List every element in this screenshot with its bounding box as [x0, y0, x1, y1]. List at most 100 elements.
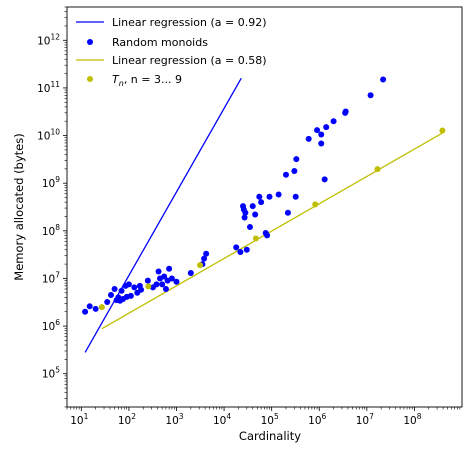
plot-area: [66, 6, 463, 408]
legend-marker-tn: [87, 76, 93, 82]
legend-label-regression-a092: Linear regression (a = 0.92): [112, 16, 267, 29]
x-tick-label: 108: [403, 412, 421, 427]
data-point-series-1: [323, 124, 330, 131]
y-tick-label-exp: 10: [50, 128, 60, 137]
x-tick-label: 104: [213, 412, 231, 427]
x-tick-label-exp: 2: [131, 412, 136, 421]
data-point-series-1: [243, 246, 250, 253]
y-tick-label-base: 10: [42, 178, 55, 190]
legend-label-tn-T: T: [112, 73, 120, 86]
y-tick-label-exp: 6: [55, 318, 60, 327]
y-tick-label-base: 10: [42, 226, 55, 238]
y-tick-label-exp: 5: [55, 366, 60, 375]
data-point-series-3: [145, 283, 152, 290]
x-axis-ticks: 101 102 103 104 105 106 107 108: [66, 407, 461, 427]
data-point-series-1: [131, 284, 138, 291]
y-axis-label: Memory allocated (bytes): [12, 133, 26, 280]
data-point-series-3: [374, 166, 381, 173]
data-point-series-1: [159, 281, 166, 288]
data-point-series-1: [166, 265, 173, 272]
legend-label-tn-sub: n: [119, 79, 124, 88]
data-point-series-1: [293, 156, 300, 163]
x-tick-label-base: 10: [70, 415, 83, 427]
y-tick-label: 1012: [37, 32, 60, 47]
legend: Linear regression (a = 0.92) Random mono…: [76, 16, 267, 88]
data-point-series-1: [162, 286, 169, 293]
data-point-series-1: [104, 299, 111, 306]
data-point-series-1: [246, 224, 253, 231]
data-point-series-1: [275, 191, 282, 198]
x-tick-label: 103: [165, 412, 183, 427]
data-point-series-3: [439, 127, 446, 134]
x-tick-label-exp: 5: [274, 412, 279, 421]
data-point-series-1: [342, 108, 349, 115]
x-tick-label: 102: [118, 412, 136, 427]
y-tick-label-base: 10: [42, 321, 55, 333]
data-point-series-1: [367, 92, 374, 99]
y-tick-label: 105: [42, 366, 60, 381]
data-point-series-1: [161, 273, 168, 280]
data-point-series-1: [314, 127, 321, 134]
x-tick-label: 101: [70, 412, 88, 427]
y-tick-label-exp: 12: [50, 32, 60, 41]
data-point-series-1: [321, 176, 328, 183]
data-point-series-3: [98, 304, 105, 311]
data-point-series-1: [203, 250, 210, 257]
x-tick-label-base: 10: [118, 415, 131, 427]
y-tick-label-base: 10: [37, 131, 50, 143]
legend-marker-random-monoids: [87, 39, 93, 45]
data-point-series-1: [318, 131, 325, 138]
data-point-series-3: [252, 235, 259, 242]
data-point-series-3: [197, 262, 204, 269]
data-point-series-1: [92, 305, 99, 312]
data-point-series-1: [82, 308, 89, 315]
plot-frame: [66, 6, 463, 408]
y-tick-label: 109: [42, 175, 60, 190]
data-point-series-1: [127, 292, 134, 299]
x-tick-label-base: 10: [213, 415, 226, 427]
x-tick-label-base: 10: [356, 415, 369, 427]
data-point-series-3: [312, 201, 319, 208]
data-point-series-1: [144, 277, 151, 284]
y-tick-label-exp: 11: [50, 80, 60, 89]
data-point-series-1: [292, 193, 299, 200]
data-point-series-1: [252, 211, 259, 218]
x-tick-label-exp: 3: [179, 412, 184, 421]
y-tick-label-base: 10: [42, 369, 55, 381]
data-point-series-1: [266, 193, 273, 200]
data-point-series-1: [380, 76, 387, 83]
data-point-series-1: [258, 199, 265, 206]
data-point-series-1: [173, 278, 180, 285]
x-tick-label: 106: [308, 412, 326, 427]
data-point-series-1: [107, 291, 114, 298]
legend-label-tn: Tn, n = 3... 9: [112, 73, 182, 88]
data-point-series-1: [237, 248, 244, 255]
x-tick-label-exp: 1: [84, 412, 89, 421]
data-point-series-1: [111, 286, 118, 293]
x-tick-label-base: 10: [165, 415, 178, 427]
regression-line-2: [101, 131, 445, 330]
x-tick-label: 107: [356, 412, 374, 427]
data-point-series-1: [153, 281, 160, 288]
x-tick-label-exp: 4: [226, 412, 231, 421]
data-markers: [82, 76, 446, 315]
x-tick-label-base: 10: [261, 415, 274, 427]
data-point-series-1: [249, 203, 256, 210]
data-point-series-1: [233, 244, 240, 251]
y-tick-label-exp: 9: [55, 175, 60, 184]
data-point-series-1: [282, 171, 289, 178]
y-tick-label-exp: 8: [55, 223, 60, 232]
data-point-series-1: [330, 118, 337, 125]
x-tick-label-base: 10: [403, 415, 416, 427]
legend-label-random-monoids: Random monoids: [112, 36, 208, 49]
data-point-series-1: [318, 140, 325, 147]
x-tick-label-exp: 8: [417, 412, 422, 421]
legend-label-regression-a058: Linear regression (a = 0.58): [112, 54, 267, 67]
data-point-series-1: [241, 214, 248, 221]
y-tick-label: 1011: [37, 80, 60, 95]
data-point-series-1: [242, 209, 249, 216]
data-point-series-1: [305, 135, 312, 142]
y-tick-label-base: 10: [42, 273, 55, 285]
